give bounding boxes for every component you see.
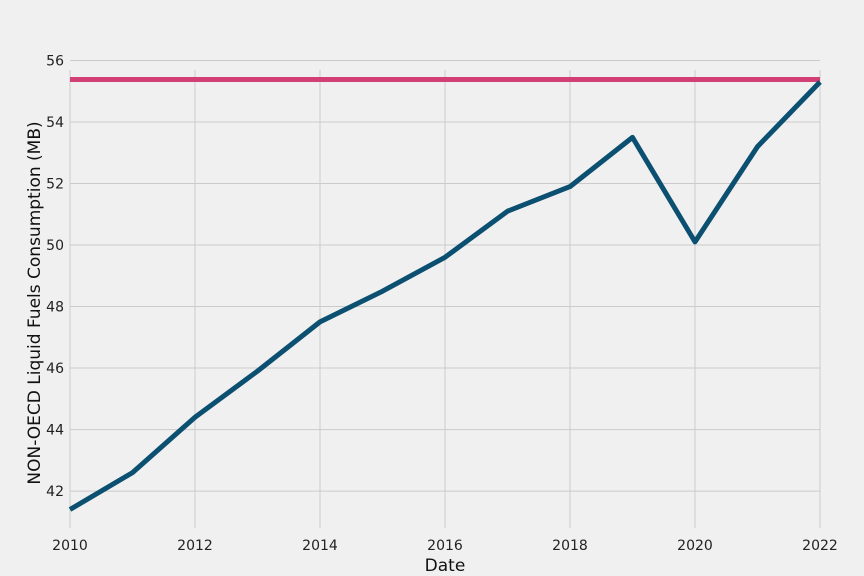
y-tick-labels: 42 44 46 48 50 52 54 56 <box>46 53 64 500</box>
y-tick-label: 54 <box>46 115 64 131</box>
x-tick-label: 2016 <box>427 538 463 554</box>
grid <box>69 59 821 528</box>
y-axis-title: NON-OECD Liquid Fuels Consumption (MB) <box>25 121 45 484</box>
y-tick-label: 52 <box>46 176 64 192</box>
series-group <box>68 80 822 512</box>
x-axis-title: Date <box>425 556 466 576</box>
y-tick-label: 56 <box>46 53 64 69</box>
y-tick-label: 50 <box>46 238 64 254</box>
y-tick-label: 44 <box>46 423 64 439</box>
x-tick-label: 2020 <box>677 538 713 554</box>
x-tick-label: 2014 <box>302 538 338 554</box>
y-tick-label: 48 <box>46 300 64 316</box>
y-tick-label: 46 <box>46 361 64 377</box>
x-tick-label: 2018 <box>552 538 588 554</box>
x-tick-label: 2022 <box>802 538 838 554</box>
x-tick-label: 2010 <box>52 538 88 554</box>
y-tick-label: 42 <box>46 484 64 500</box>
series-line <box>68 80 822 512</box>
x-tick-label: 2012 <box>177 538 213 554</box>
x-tick-labels: 2010 2012 2014 2016 2018 2020 2022 <box>52 538 838 554</box>
